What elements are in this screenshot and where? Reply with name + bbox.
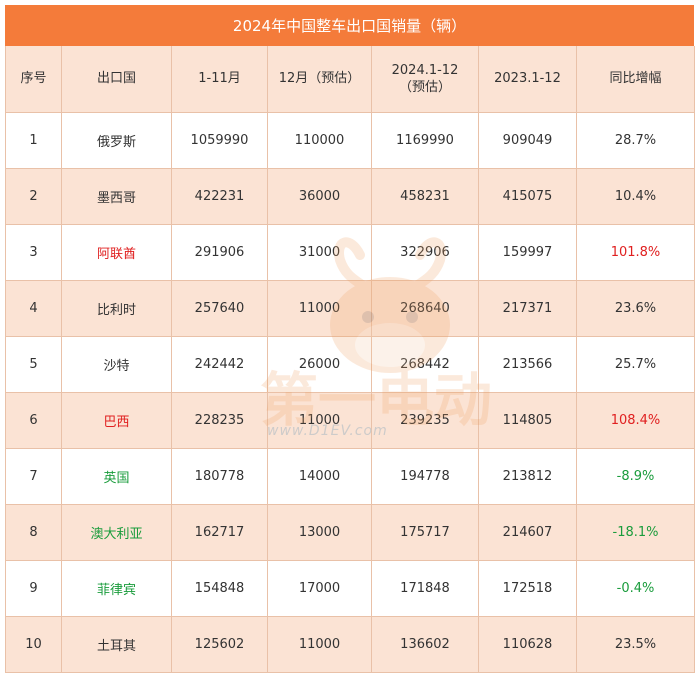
table-row: 4 比利时 257640 11000 268640 217371 23.6% xyxy=(5,280,695,337)
total-2024-cell: 268442 xyxy=(371,336,479,393)
dec-cell: 36000 xyxy=(267,168,372,225)
jan-nov-cell: 154848 xyxy=(171,560,268,617)
rank-cell: 10 xyxy=(5,616,62,673)
dec-cell: 17000 xyxy=(267,560,372,617)
total-2024-cell: 136602 xyxy=(371,616,479,673)
country-cell: 墨西哥 xyxy=(61,168,172,225)
total-2023-cell: 114805 xyxy=(478,392,577,449)
column-header-2024-total: 2024.1-12 （预估） xyxy=(371,46,479,113)
export-sales-table: 序号 出口国 1-11月 12月（预估） 2024.1-12 （预估） 2023.… xyxy=(5,46,695,673)
jan-nov-cell: 242442 xyxy=(171,336,268,393)
dec-cell: 11000 xyxy=(267,392,372,449)
jan-nov-cell: 257640 xyxy=(171,280,268,337)
sales-table-container: 2024年中国整车出口国销量（辆） 序号 出口国 1-11月 12月（预估） 2… xyxy=(5,5,695,673)
rank-cell: 5 xyxy=(5,336,62,393)
jan-nov-cell: 1059990 xyxy=(171,112,268,169)
country-cell: 英国 xyxy=(61,448,172,505)
total-2024-cell: 175717 xyxy=(371,504,479,561)
yoy-cell: 25.7% xyxy=(576,336,695,393)
column-header: 1-11月 xyxy=(171,46,268,113)
total-2024-cell: 171848 xyxy=(371,560,479,617)
total-2024-cell: 268640 xyxy=(371,280,479,337)
total-2023-cell: 909049 xyxy=(478,112,577,169)
yoy-cell: -8.9% xyxy=(576,448,695,505)
total-2023-cell: 213566 xyxy=(478,336,577,393)
total-2024-cell: 322906 xyxy=(371,224,479,281)
table-row: 7 英国 180778 14000 194778 213812 -8.9% xyxy=(5,448,695,505)
dec-cell: 26000 xyxy=(267,336,372,393)
yoy-cell: 28.7% xyxy=(576,112,695,169)
watermark-url: www.D1EV.com xyxy=(267,423,388,439)
table-body: 1 俄罗斯 1059990 110000 1169990 909049 28.7% 2 墨西哥 4… xyxy=(5,112,695,673)
jan-nov-cell: 125602 xyxy=(171,616,268,673)
dec-cell: 11000 xyxy=(267,616,372,673)
rank-cell: 8 xyxy=(5,504,62,561)
rank-cell: 1 xyxy=(5,112,62,169)
jan-nov-cell: 180778 xyxy=(171,448,268,505)
rank-cell: 9 xyxy=(5,560,62,617)
jan-nov-cell: 162717 xyxy=(171,504,268,561)
table-row: 1 俄罗斯 1059990 110000 1169990 909049 28.7% xyxy=(5,112,695,169)
total-2023-cell: 415075 xyxy=(478,168,577,225)
total-2023-cell: 213812 xyxy=(478,448,577,505)
table-title: 2024年中国整车出口国销量（辆） xyxy=(5,5,694,46)
table-row: 9 菲律宾 154848 17000 171848 172518 -0.4% xyxy=(5,560,695,617)
total-2023-cell: 110628 xyxy=(478,616,577,673)
rank-cell: 4 xyxy=(5,280,62,337)
table-row: 5 沙特 242442 26000 268442 213566 25.7% xyxy=(5,336,695,393)
total-2024-cell: 458231 xyxy=(371,168,479,225)
header-line: （预估） xyxy=(398,79,451,95)
header-line: 2024.1-12 xyxy=(391,62,459,78)
column-header: 出口国 xyxy=(61,46,172,113)
country-cell: 菲律宾 xyxy=(61,560,172,617)
country-cell: 巴西 xyxy=(61,392,172,449)
yoy-cell: 23.6% xyxy=(576,280,695,337)
table-row: 10 土耳其 125602 11000 136602 110628 23.5% xyxy=(5,616,695,673)
yoy-cell: 23.5% xyxy=(576,616,695,673)
column-header: 12月（预估） xyxy=(267,46,372,113)
rank-cell: 2 xyxy=(5,168,62,225)
table-row: 3 阿联酋 291906 31000 322906 159997 101.8% xyxy=(5,224,695,281)
country-cell: 澳大利亚 xyxy=(61,504,172,561)
country-cell: 沙特 xyxy=(61,336,172,393)
table-row: 2 墨西哥 422231 36000 458231 415075 10.4% xyxy=(5,168,695,225)
total-2024-cell: 194778 xyxy=(371,448,479,505)
total-2023-cell: 159997 xyxy=(478,224,577,281)
dec-cell: 14000 xyxy=(267,448,372,505)
jan-nov-cell: 422231 xyxy=(171,168,268,225)
column-header: 2023.1-12 xyxy=(478,46,577,113)
header-row: 序号 出口国 1-11月 12月（预估） 2024.1-12 （预估） 2023.… xyxy=(5,46,695,113)
jan-nov-cell: 291906 xyxy=(171,224,268,281)
country-cell: 阿联酋 xyxy=(61,224,172,281)
country-cell: 土耳其 xyxy=(61,616,172,673)
table-row: 8 澳大利亚 162717 13000 175717 214607 -18.1% xyxy=(5,504,695,561)
yoy-cell: -18.1% xyxy=(576,504,695,561)
dec-cell: 31000 xyxy=(267,224,372,281)
jan-nov-cell: 228235 xyxy=(171,392,268,449)
dec-cell: 13000 xyxy=(267,504,372,561)
yoy-cell: 10.4% xyxy=(576,168,695,225)
yoy-cell: -0.4% xyxy=(576,560,695,617)
dec-cell: 11000 xyxy=(267,280,372,337)
country-cell: 俄罗斯 xyxy=(61,112,172,169)
total-2024-cell: 1169990 xyxy=(371,112,479,169)
rank-cell: 3 xyxy=(5,224,62,281)
column-header: 序号 xyxy=(5,46,62,113)
yoy-cell: 108.4% xyxy=(576,392,695,449)
total-2023-cell: 217371 xyxy=(478,280,577,337)
total-2024-cell: 239235 xyxy=(371,392,479,449)
table-row: 6 巴西 228235 11000 239235 114805 108.4% xyxy=(5,392,695,449)
total-2023-cell: 214607 xyxy=(478,504,577,561)
yoy-cell: 101.8% xyxy=(576,224,695,281)
rank-cell: 6 xyxy=(5,392,62,449)
column-header: 同比增幅 xyxy=(576,46,695,113)
country-cell: 比利时 xyxy=(61,280,172,337)
total-2023-cell: 172518 xyxy=(478,560,577,617)
dec-cell: 110000 xyxy=(267,112,372,169)
rank-cell: 7 xyxy=(5,448,62,505)
